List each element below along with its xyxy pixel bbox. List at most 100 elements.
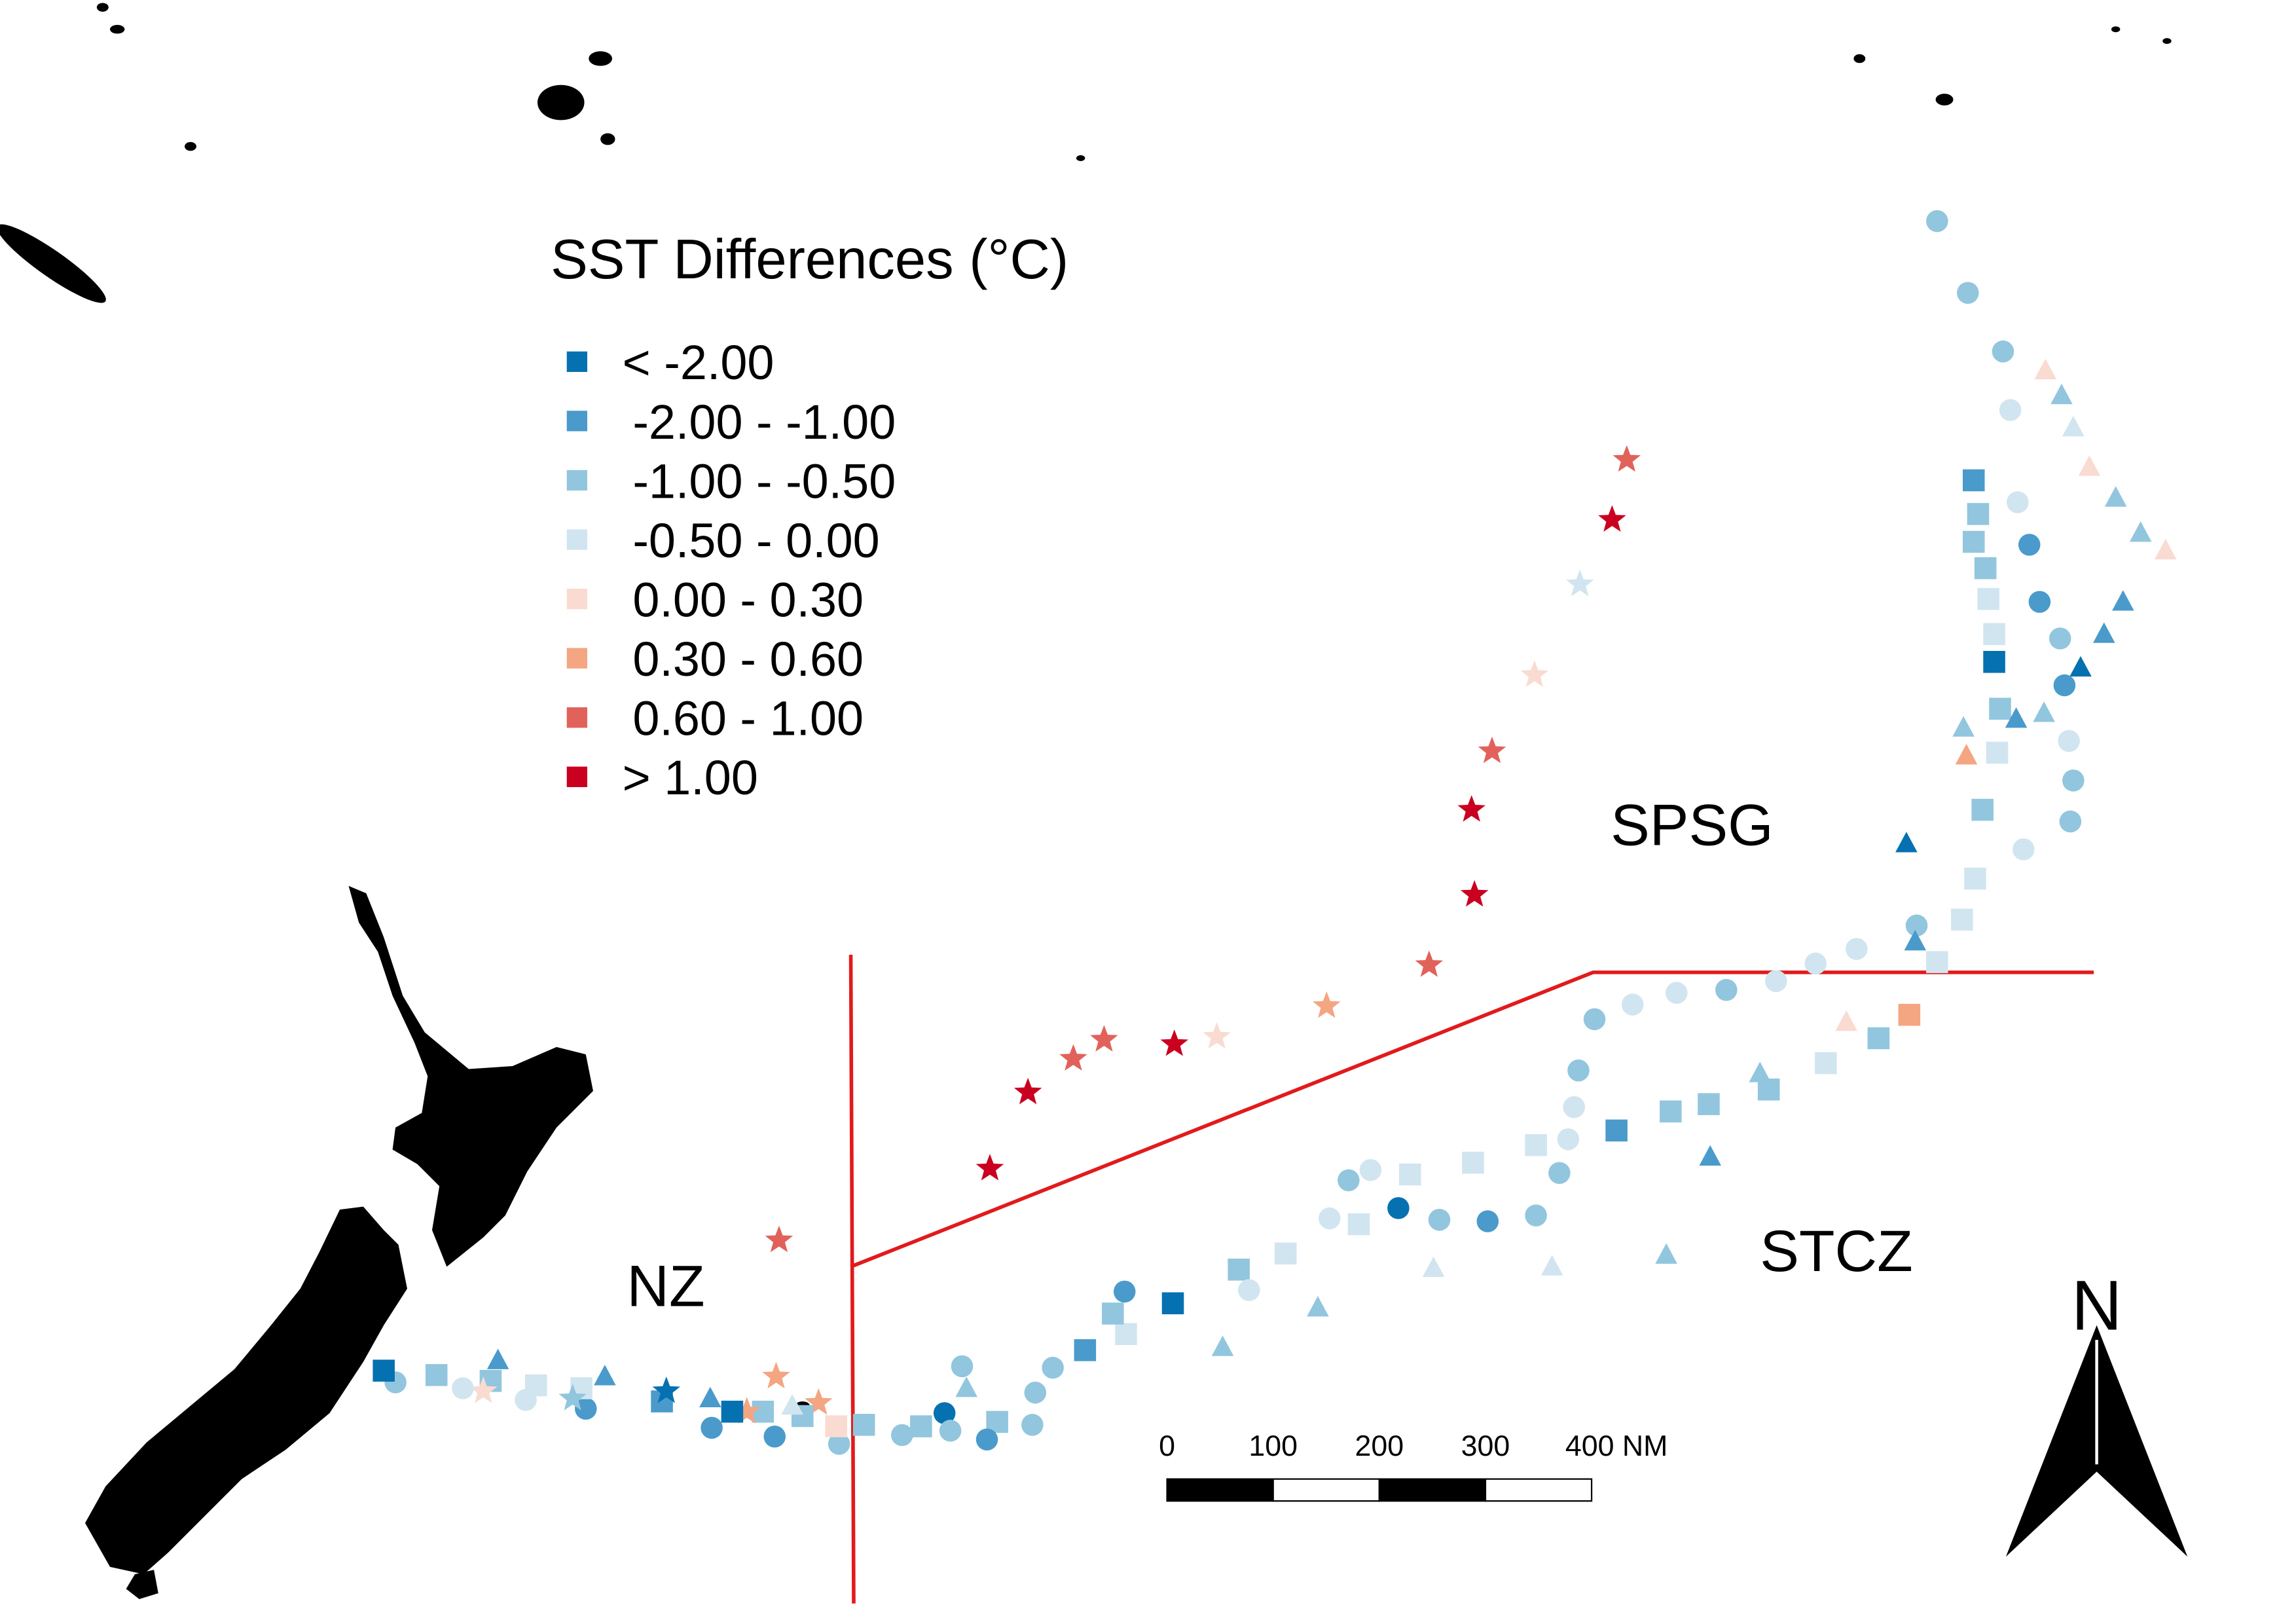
observation <box>1059 1044 1087 1071</box>
observation <box>1971 798 1994 821</box>
observations <box>373 210 2177 1455</box>
observation <box>652 1376 681 1403</box>
observation <box>939 1420 962 1442</box>
legend-swatch <box>566 648 588 669</box>
observation <box>1359 1158 1382 1181</box>
observation <box>2112 590 2134 611</box>
observation <box>558 1384 587 1411</box>
observation <box>1598 505 1626 532</box>
region-label: NZ <box>627 1253 704 1319</box>
observation <box>1613 445 1641 472</box>
scale-label: 400 NM <box>1565 1430 1668 1462</box>
island <box>1853 54 1866 64</box>
observation <box>452 1377 474 1399</box>
observation <box>1387 1197 1410 1219</box>
region-label: STCZ <box>1760 1218 1913 1283</box>
observation <box>701 1416 723 1439</box>
observation <box>910 1415 932 1437</box>
observation <box>1462 1151 1484 1174</box>
island <box>185 141 196 151</box>
land <box>0 3 2172 1599</box>
scale-label: 200 <box>1355 1430 1404 1462</box>
island <box>109 25 125 34</box>
observation <box>2049 627 2071 650</box>
observation <box>1422 1256 1445 1278</box>
observation <box>2078 455 2101 476</box>
observation <box>1699 1145 1721 1166</box>
observation <box>2062 769 2085 792</box>
observation <box>1525 1134 1547 1156</box>
scale-label: 300 <box>1461 1430 1510 1462</box>
observation <box>763 1425 786 1448</box>
landmass <box>348 885 593 1267</box>
observation <box>594 1365 616 1386</box>
legend-label: -1.00 - -0.50 <box>632 454 896 508</box>
observation <box>1160 1029 1188 1056</box>
observation <box>1952 716 1975 737</box>
legend-label: -0.50 - 0.00 <box>632 513 879 568</box>
scale-bar: 0 100 200 300 400 NM <box>1159 1430 1668 1502</box>
observation <box>2013 838 2035 860</box>
observation <box>1557 1128 1580 1151</box>
observation <box>1548 1162 1571 1185</box>
observation <box>699 1386 721 1408</box>
observation <box>469 1376 498 1403</box>
observation <box>1999 399 2022 421</box>
observation <box>1621 993 1644 1016</box>
observation <box>762 1361 790 1389</box>
observation <box>1898 1003 1921 1026</box>
island <box>0 224 106 303</box>
legend-label: 0.00 - 0.30 <box>632 572 864 627</box>
observation <box>1698 1093 1720 1115</box>
island <box>1076 155 1085 161</box>
observation <box>1867 1027 1890 1050</box>
observation <box>1415 950 1444 977</box>
region-label: SPSG <box>1611 792 1774 857</box>
observation <box>1715 978 1738 1001</box>
observation <box>1520 660 1549 688</box>
observation <box>1399 1163 1421 1186</box>
observation <box>955 1376 977 1397</box>
observation <box>891 1424 913 1447</box>
observation <box>1977 587 1999 610</box>
observation <box>852 1414 875 1436</box>
observation <box>733 1397 761 1424</box>
observation <box>1951 908 1973 931</box>
observation <box>1904 930 1927 951</box>
island <box>589 51 613 66</box>
observation <box>975 1428 998 1451</box>
observation <box>1274 1242 1297 1265</box>
observation <box>1992 340 2014 363</box>
observation <box>1161 1292 1184 1315</box>
observation <box>515 1389 537 1411</box>
observation <box>1347 1213 1370 1236</box>
observation <box>575 1397 597 1420</box>
observation <box>1021 1414 1044 1436</box>
observation <box>1525 1204 1547 1227</box>
boundary <box>848 955 856 1604</box>
observation <box>1319 1207 1341 1230</box>
observation <box>2018 534 2041 556</box>
scale-segment <box>1166 1478 1274 1502</box>
observation <box>1428 1209 1451 1231</box>
observation <box>1476 1210 1499 1232</box>
observation <box>1655 1243 1677 1264</box>
observation <box>1955 744 1978 765</box>
legend-swatch <box>566 351 588 373</box>
observation <box>2005 707 2028 728</box>
observation <box>2092 622 2115 643</box>
observation <box>2058 729 2080 752</box>
observation <box>1989 697 2011 720</box>
observation <box>1042 1356 1064 1379</box>
legend: < -2.00-2.00 - -1.00-1.00 - -0.50-0.50 -… <box>566 335 896 805</box>
observation <box>933 1402 956 1424</box>
scale-segment <box>1484 1478 1593 1502</box>
observation <box>1983 623 2005 646</box>
observation <box>1102 1302 1124 1325</box>
observation <box>1804 952 1827 975</box>
observation <box>1974 557 1997 580</box>
observation <box>752 1400 774 1423</box>
observation <box>1660 1100 1682 1123</box>
observation <box>951 1355 974 1378</box>
